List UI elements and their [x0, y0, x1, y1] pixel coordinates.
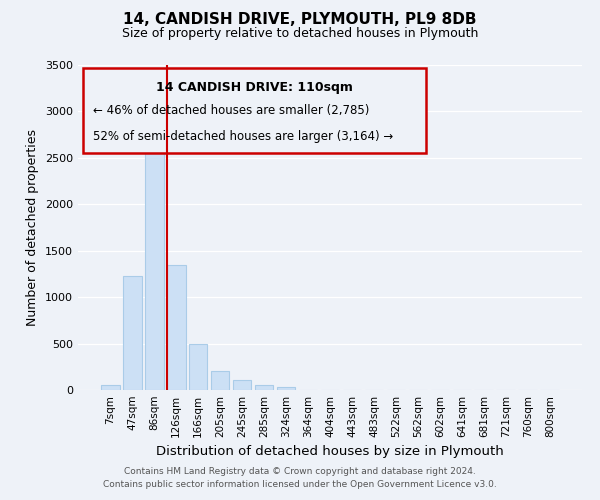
Y-axis label: Number of detached properties: Number of detached properties — [26, 129, 40, 326]
Text: Contains public sector information licensed under the Open Government Licence v3: Contains public sector information licen… — [103, 480, 497, 489]
Bar — [233, 380, 251, 390]
FancyBboxPatch shape — [83, 68, 426, 153]
Bar — [277, 387, 295, 390]
Text: Contains HM Land Registry data © Crown copyright and database right 2024.: Contains HM Land Registry data © Crown c… — [124, 467, 476, 476]
Text: Size of property relative to detached houses in Plymouth: Size of property relative to detached ho… — [122, 28, 478, 40]
Bar — [189, 344, 208, 390]
Text: 52% of semi-detached houses are larger (3,164) →: 52% of semi-detached houses are larger (… — [93, 130, 394, 143]
Text: 14 CANDISH DRIVE: 110sqm: 14 CANDISH DRIVE: 110sqm — [156, 81, 353, 94]
Text: 14, CANDISH DRIVE, PLYMOUTH, PL9 8DB: 14, CANDISH DRIVE, PLYMOUTH, PL9 8DB — [123, 12, 477, 28]
Bar — [167, 264, 185, 390]
Bar — [101, 386, 119, 390]
Bar — [211, 372, 229, 390]
X-axis label: Distribution of detached houses by size in Plymouth: Distribution of detached houses by size … — [156, 446, 504, 458]
Bar — [145, 150, 164, 390]
Text: ← 46% of detached houses are smaller (2,785): ← 46% of detached houses are smaller (2,… — [93, 104, 370, 117]
Bar — [123, 276, 142, 390]
Bar — [255, 386, 274, 390]
